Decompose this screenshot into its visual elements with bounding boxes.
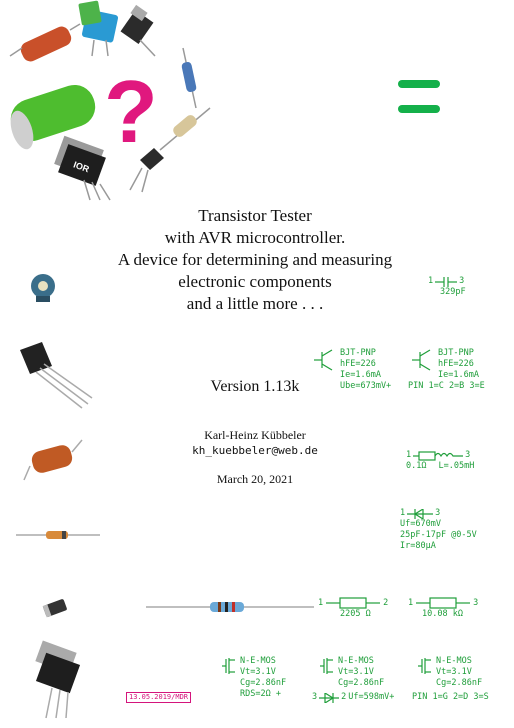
mos-rds: RDS=2Ω + — [240, 689, 281, 699]
resistor-value: 2205 Ω — [340, 609, 371, 619]
bjt-ube: Ube=673mV+ — [340, 381, 392, 391]
components-illustration: ? IOR — [9, 0, 211, 201]
pnp-transistor-symbol-icon — [412, 349, 431, 371]
bjt-type: BJT-PNP — [438, 348, 474, 358]
mos-cg: Cg=2.86nF — [240, 678, 287, 688]
title-line-1: Transistor Tester — [198, 206, 312, 225]
capacitor-symbol-icon — [435, 276, 458, 287]
author: Karl-Heinz Kübbeler — [204, 428, 306, 442]
bjt-hfe: hFE=226 — [438, 359, 474, 369]
coil-inductor-icon — [9, 23, 81, 62]
mosfet-body-diode: 3 2 Uf=598mV+ — [312, 692, 394, 703]
pin-label: 2 — [383, 597, 389, 608]
mosfet-result-b: N-E-MOS Vt=3.1V Cg=2.86nF — [338, 656, 384, 689]
pin-label: 3 — [312, 692, 318, 702]
capacitor-value: 329pF — [440, 287, 466, 297]
bjt-result-left: BJT-PNP hFE=226 Ie=1.6mA Ube=673mV+ — [340, 348, 391, 392]
smd-component-icon — [42, 599, 67, 618]
title-line-4: electronic components — [178, 272, 332, 291]
version: Version 1.13k — [210, 378, 300, 395]
pin-label: 1 — [428, 276, 434, 286]
pin-label: 1 — [408, 597, 414, 608]
diode-capacitance: 25pF-17pF @0-5V — [400, 530, 477, 540]
resistor-value: 10.08 kΩ — [422, 609, 463, 619]
to92-transistor-icon — [129, 148, 164, 193]
beige-resistor-icon — [159, 107, 211, 151]
equals-sign-bottom-bar — [398, 105, 440, 113]
stamp-date: 13.05.2019/MDR — [126, 692, 192, 703]
pin-label: 1 — [318, 597, 324, 608]
pin-label: 3 — [473, 597, 479, 608]
title-line-3: A device for determining and measuring — [117, 250, 393, 269]
inductor-inductance: L=.05mH — [438, 461, 475, 471]
bjt-hfe: hFE=226 — [340, 359, 376, 369]
bjt-type: BJT-PNP — [340, 348, 376, 358]
pin-label: 1 — [400, 508, 406, 518]
nmos-symbol-icon — [320, 658, 333, 674]
resistor-symbol-icon — [326, 597, 381, 609]
mos-type: N-E-MOS — [436, 656, 472, 666]
pin-label: 3 — [435, 508, 441, 518]
resistor-long-icon — [146, 602, 314, 612]
inductor-resistance: 0.1Ω — [406, 461, 427, 471]
mos-vt: Vt=3.1V — [338, 667, 374, 677]
component-cluster: ? IOR — [0, 0, 230, 205]
inductor-result: 1 3 0.1Ω L=.05mH — [406, 450, 474, 472]
nmos-symbol-icon — [418, 658, 431, 674]
diode-symbol-icon — [319, 692, 340, 703]
diode-symbol-icon — [407, 508, 434, 519]
diode-result: 1 3 Uf=670mV 25pF-17pF @0-5V Ir=80μA — [400, 508, 477, 552]
diode-ir: Ir=80μA — [400, 541, 436, 551]
resistor-symbol-icon — [416, 597, 471, 609]
mos-cg: Cg=2.86nF — [436, 678, 483, 688]
to220-bottom-icon — [35, 640, 81, 719]
email: kh_kuebbeler@web.de — [192, 444, 318, 457]
question-mark: ? — [104, 62, 158, 161]
nmos-symbol-icon — [222, 658, 235, 674]
to92-transistor-left-icon — [20, 342, 93, 409]
pin-label: 3 — [465, 450, 471, 460]
mosfet-result-c: N-E-MOS Vt=3.1V Cg=2.86nF — [436, 656, 482, 689]
resistor-result-right: 1 3 10.08 kΩ — [408, 597, 478, 620]
electrolytic-capacitor-icon — [10, 84, 96, 150]
cover-title: Transistor Tester with AVR microcontroll… — [60, 205, 450, 315]
resistor-icon — [181, 47, 197, 109]
mos-type: N-E-MOS — [338, 656, 374, 666]
equals-sign-top-bar — [398, 80, 440, 88]
mos-cg: Cg=2.86nF — [338, 678, 385, 688]
capacitor-result: 1 3 329pF — [428, 276, 488, 298]
resistor-inductor-symbol-icon — [413, 450, 464, 461]
mos-vt: Vt=3.1V — [436, 667, 472, 677]
bjt-result-right: BJT-PNP hFE=226 Ie=1.6mA — [438, 348, 479, 381]
diode-uf: Uf=670mV — [400, 519, 441, 529]
mos-vt: Vt=3.1V — [240, 667, 276, 677]
axial-inductor-icon — [23, 439, 83, 481]
mosfet-pinout: PIN 1=G 2=D 3=S — [412, 692, 489, 702]
to220-transistor-icon — [120, 4, 156, 57]
diode-icon — [16, 531, 100, 539]
pin-label: 2 — [341, 692, 347, 702]
mos-type: N-E-MOS — [240, 656, 276, 666]
pnp-transistor-symbol-icon — [314, 349, 333, 371]
mosfet-result-a: N-E-MOS Vt=3.1V Cg=2.86nF RDS=2Ω + — [240, 656, 286, 700]
bjt-pinout: PIN 1=C 2=B 3=E — [408, 381, 485, 391]
document-date: March 20, 2021 — [216, 472, 294, 486]
mosfet-to220-icon: IOR — [54, 135, 111, 201]
resistor-result-left: 1 2 2205 Ω — [318, 597, 388, 620]
pin-label: 3 — [459, 276, 465, 286]
title-line-2: with AVR microcontroller. — [164, 228, 346, 247]
film-capacitor-icon — [78, 0, 119, 57]
pin-label: 1 — [406, 450, 412, 460]
title-line-5: and a little more . . . — [186, 294, 324, 313]
mos-uf: Uf=598mV+ — [348, 692, 395, 702]
bjt-ie: Ie=1.6mA — [438, 370, 479, 380]
trimmer-potentiometer-icon — [31, 274, 55, 302]
bjt-ie: Ie=1.6mA — [340, 370, 381, 380]
